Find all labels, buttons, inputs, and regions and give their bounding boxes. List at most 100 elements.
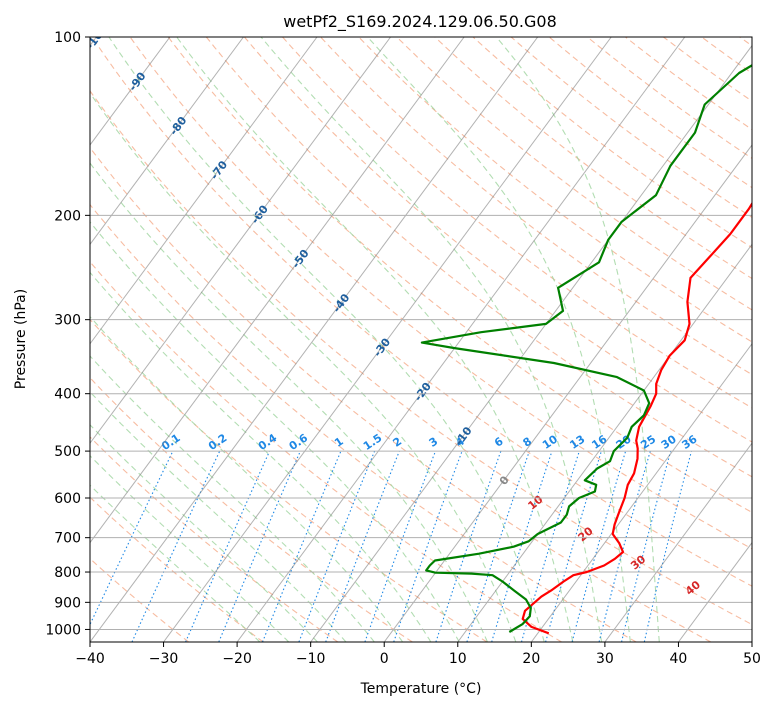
isotherm-label: 0 (497, 473, 512, 487)
mixing-ratio-line (185, 450, 271, 642)
moist-adiabat-line (90, 221, 460, 642)
mixing-ratio-label: 0.6 (287, 431, 311, 453)
moist-adiabat-line (90, 271, 432, 642)
x-tick-label: 30 (596, 651, 614, 667)
isotherm-label: -60 (249, 202, 271, 226)
x-tick-label: 0 (380, 651, 389, 667)
isotherm-line (751, 641, 752, 642)
mixing-ratio-line (491, 450, 553, 642)
x-tick-label: −30 (149, 651, 179, 667)
y-tick-label: 900 (54, 595, 81, 611)
dry-adiabat-label: 10 (525, 493, 545, 513)
dry-adiabat-line (90, 377, 413, 642)
dry-adiabat-line (625, 37, 752, 131)
mixing-ratio-line (298, 450, 376, 642)
dry-adiabat-line (90, 146, 712, 642)
mixing-ratio-line (545, 450, 602, 642)
moist-adiabat-line (90, 162, 488, 642)
mixing-ratio-label: 0.4 (256, 431, 280, 453)
mixing-ratio-line (131, 450, 221, 642)
isotherm-line (678, 541, 752, 642)
moist-adiabat-line (90, 92, 517, 642)
dry-adiabat-line (129, 37, 752, 550)
mixing-ratio-line (90, 450, 174, 626)
mixing-ratio-label: 36 (680, 432, 700, 452)
dry-adiabat-line (548, 37, 752, 189)
x-axis-label: Temperature (°C) (360, 681, 482, 697)
dry-adiabat-label: 20 (576, 524, 596, 544)
isotherm-label: -10 (452, 424, 474, 448)
mixing-ratio-label: 0.2 (206, 431, 229, 453)
x-tick-label: 40 (670, 651, 688, 667)
isotherm-label: -70 (208, 158, 230, 182)
isotherm-line (163, 37, 612, 642)
mixing-ratio-label: 10 (540, 432, 560, 452)
mixing-ratio-label: 3 (427, 435, 441, 450)
x-tick-label: −10 (296, 651, 326, 667)
y-tick-label: 800 (54, 565, 81, 581)
mixing-ratio-line (571, 450, 627, 642)
moist-adiabat-line (90, 484, 261, 642)
isotherm-label: -80 (167, 114, 189, 138)
dry-adiabat-line (167, 37, 752, 514)
temperature-profile-line (521, 201, 752, 635)
mixing-ratio-line (364, 450, 437, 642)
mixing-ratio-label: 16 (589, 432, 609, 452)
isotherm-line (90, 37, 171, 146)
moist-adiabat-line (176, 37, 574, 642)
y-tick-label: 600 (54, 491, 81, 507)
x-tick-label: 50 (743, 651, 761, 667)
dry-adiabat-line (510, 37, 752, 218)
dry-adiabat-line (320, 37, 752, 376)
dry-adiabat-label: 40 (683, 578, 703, 598)
dry-adiabat-line (90, 318, 488, 642)
dry-adiabat-line (90, 496, 264, 642)
dry-adiabat-line (205, 37, 752, 478)
x-tick-label: 10 (449, 651, 467, 667)
mixing-ratio-line (598, 450, 651, 642)
isotherm-label: -40 (330, 291, 352, 315)
mixing-ratio-line (466, 450, 530, 642)
y-tick-label: 500 (54, 444, 81, 460)
mixing-ratio-label: 25 (638, 433, 658, 452)
isotherm-line (236, 37, 686, 642)
isotherm-line (604, 442, 752, 642)
moist-adiabat-line (90, 424, 318, 642)
moist-adiabat-line (90, 355, 375, 642)
background-lines: 0.1 0.2 0.4 0.6 1 1.5 2 3 4 6 8 10 13 16 20 25 30 36-100-… (90, 37, 752, 642)
moist-adiabat-line (90, 391, 347, 642)
isotherm-line (530, 342, 752, 642)
dry-adiabat-line (282, 37, 752, 409)
x-tick-label: −20 (222, 651, 252, 667)
mixing-ratio-label: 1.5 (361, 431, 384, 453)
moist-adiabat-line (90, 315, 404, 642)
chart-title: wetPf2_S169.2024.129.06.50.G08 (283, 12, 557, 32)
dry-adiabat-line (701, 37, 752, 74)
y-tick-label: 700 (54, 531, 81, 547)
mixing-ratio-line (218, 450, 301, 642)
y-tick-label: 100 (54, 30, 81, 46)
isotherm-line (90, 37, 539, 642)
isotherm-line (457, 243, 752, 642)
y-tick-label: 1000 (45, 622, 81, 638)
axis-ticks: −40 −30 −20 −10 0 10 20 30 40 5010020030040050060… (45, 30, 761, 667)
moist-adiabat-line (90, 455, 290, 642)
isotherm-label: -50 (289, 247, 311, 271)
isotherm-line (383, 144, 752, 642)
y-tick-label: 300 (54, 313, 81, 329)
dewpoint-profile-line (420, 64, 752, 633)
dry-adiabat-line (90, 203, 637, 642)
isotherm-line (90, 37, 465, 544)
y-tick-label: 200 (54, 208, 81, 224)
moist-adiabat-line (367, 37, 631, 642)
mixing-ratio-line (435, 450, 502, 642)
isotherm-line (90, 37, 318, 345)
x-tick-label: −40 (75, 651, 105, 667)
y-tick-label: 400 (54, 387, 81, 403)
x-tick-label: 20 (522, 651, 540, 667)
dry-adiabat-line (396, 37, 752, 311)
plot-frame (89, 36, 753, 643)
isotherm-line (90, 37, 391, 445)
dry-adiabat-line (90, 89, 752, 626)
